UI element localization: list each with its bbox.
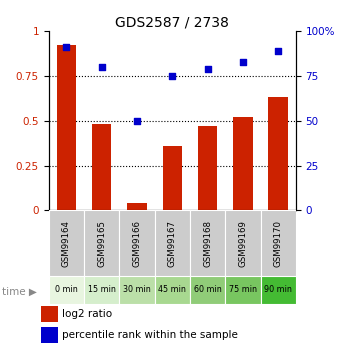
- Point: [134, 118, 140, 124]
- Text: GSM99168: GSM99168: [203, 220, 212, 267]
- Bar: [198, 126, 217, 210]
- Point: [169, 73, 175, 79]
- Bar: [119, 210, 155, 276]
- Title: GDS2587 / 2738: GDS2587 / 2738: [115, 16, 229, 30]
- Text: GSM99167: GSM99167: [168, 220, 177, 267]
- Text: GSM99169: GSM99169: [238, 220, 247, 267]
- Bar: [84, 210, 119, 276]
- Bar: [155, 276, 190, 304]
- Text: GSM99164: GSM99164: [62, 220, 71, 267]
- Bar: [190, 210, 225, 276]
- Text: 60 min: 60 min: [194, 285, 221, 294]
- Text: GSM99166: GSM99166: [133, 220, 142, 267]
- Bar: [41, 327, 58, 343]
- Bar: [163, 146, 182, 210]
- Text: GSM99165: GSM99165: [97, 220, 106, 267]
- Text: percentile rank within the sample: percentile rank within the sample: [62, 330, 238, 340]
- Text: 75 min: 75 min: [229, 285, 257, 294]
- Bar: [155, 210, 190, 276]
- Text: GSM99170: GSM99170: [274, 220, 283, 267]
- Text: 45 min: 45 min: [158, 285, 186, 294]
- Bar: [225, 276, 261, 304]
- Bar: [57, 46, 76, 210]
- Bar: [261, 276, 296, 304]
- Bar: [49, 210, 84, 276]
- Bar: [233, 117, 253, 210]
- Point: [205, 66, 210, 71]
- Bar: [41, 306, 58, 322]
- Bar: [190, 276, 225, 304]
- Bar: [127, 203, 147, 210]
- Point: [275, 48, 281, 53]
- Text: log2 ratio: log2 ratio: [62, 309, 112, 319]
- Text: 30 min: 30 min: [123, 285, 151, 294]
- Text: 90 min: 90 min: [264, 285, 292, 294]
- Bar: [225, 210, 261, 276]
- Text: 15 min: 15 min: [88, 285, 116, 294]
- Text: time ▶: time ▶: [2, 287, 37, 296]
- Point: [240, 59, 246, 64]
- Text: 0 min: 0 min: [55, 285, 78, 294]
- Point: [99, 64, 104, 70]
- Bar: [119, 276, 155, 304]
- Bar: [49, 276, 84, 304]
- Point: [64, 45, 69, 50]
- Bar: [261, 210, 296, 276]
- Bar: [92, 124, 111, 210]
- Bar: [84, 276, 119, 304]
- Bar: [268, 97, 288, 210]
